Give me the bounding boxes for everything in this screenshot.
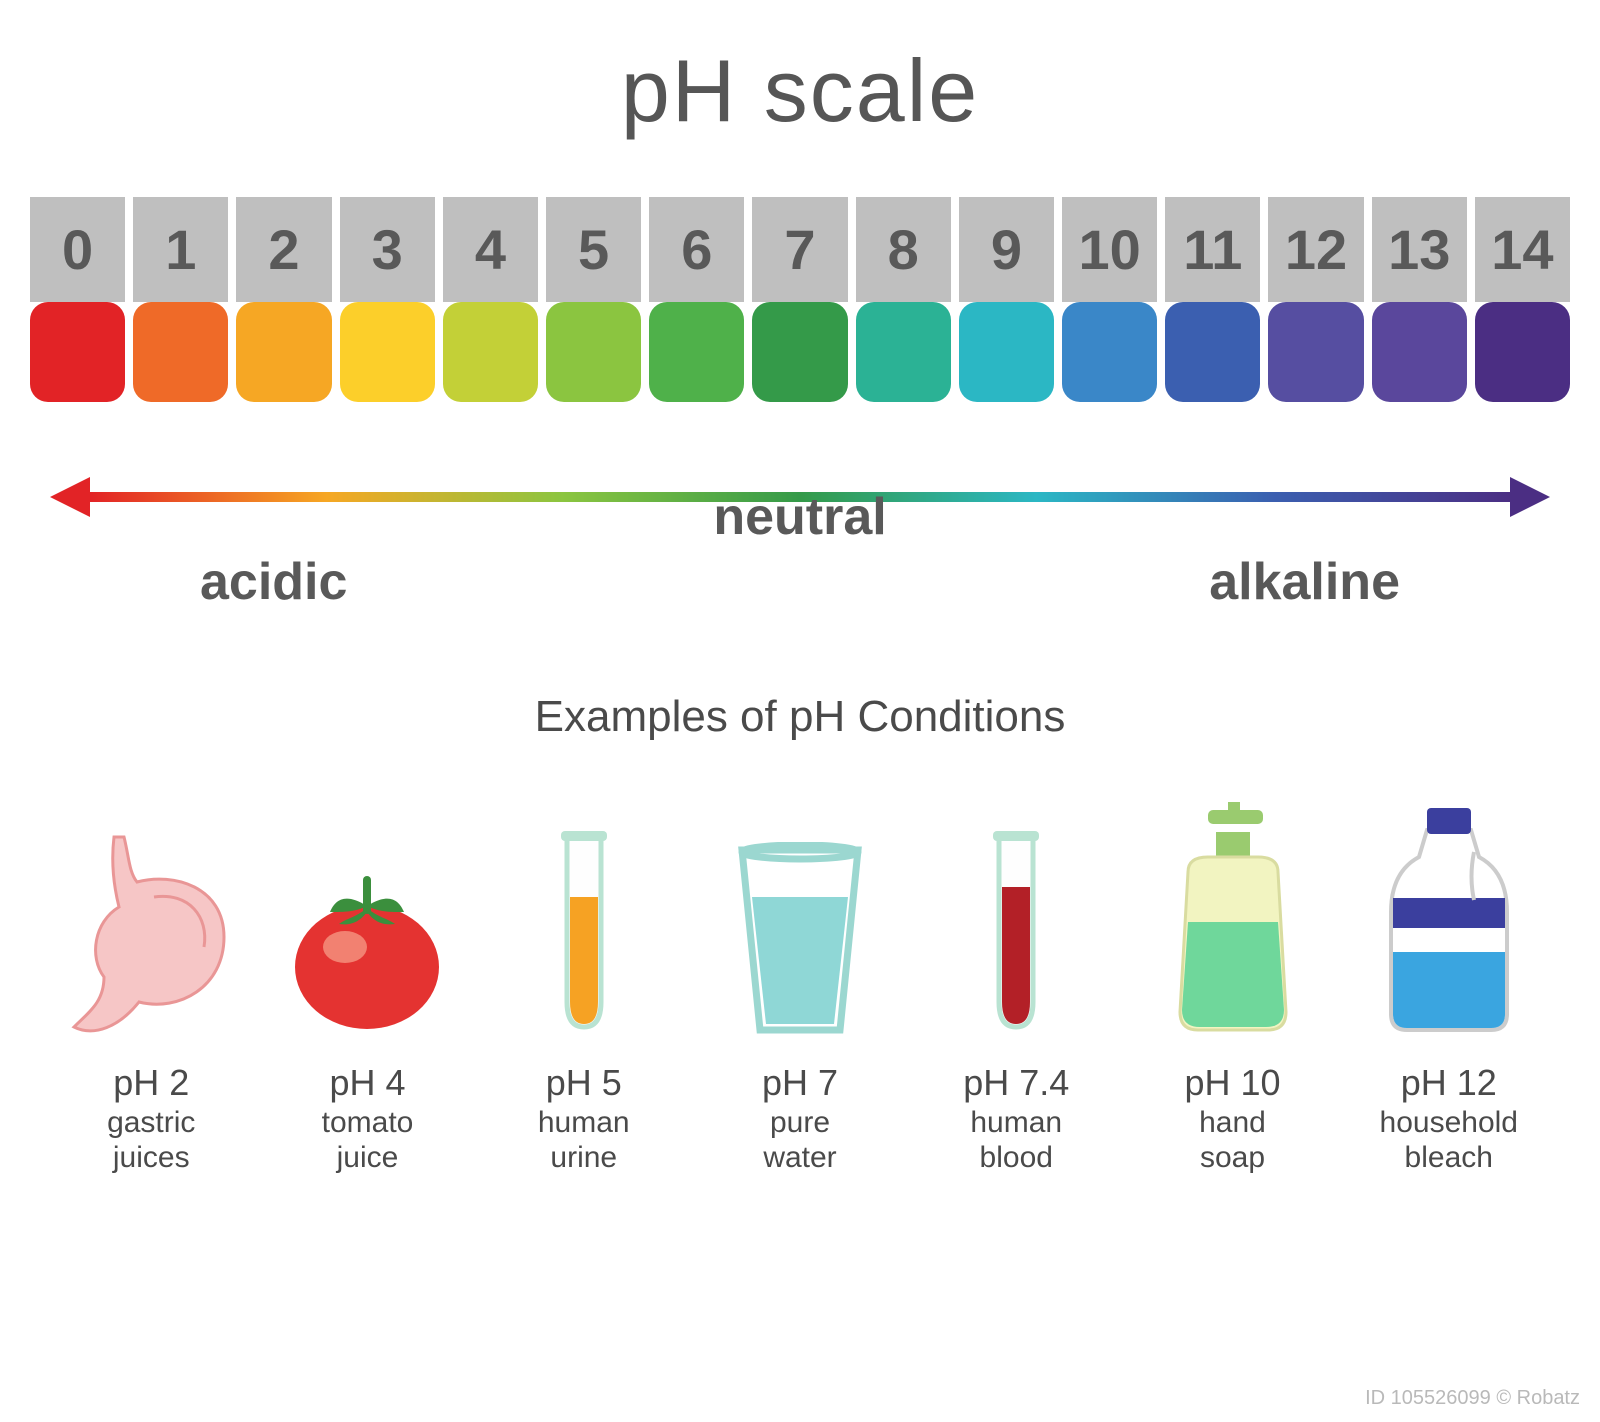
label-alkaline: alkaline — [1209, 552, 1400, 612]
page-title: pH scale — [0, 40, 1600, 142]
scale-swatch — [340, 302, 435, 402]
scale-number: 5 — [546, 197, 641, 302]
scale-number: 10 — [1062, 197, 1157, 302]
tube-orange-icon — [489, 827, 679, 1037]
example-name: hand soap — [1138, 1106, 1328, 1175]
example-ph: pH 7 — [705, 1062, 895, 1104]
example-label: pH 10hand soap — [1138, 1062, 1328, 1175]
scale-cell: 11 — [1165, 197, 1260, 402]
scale-cell: 1 — [133, 197, 228, 402]
scale-swatch — [1165, 302, 1260, 402]
scale-number: 12 — [1268, 197, 1363, 302]
scale-swatch — [752, 302, 847, 402]
scale-cell: 5 — [546, 197, 641, 402]
example-ph: pH 10 — [1138, 1062, 1328, 1104]
scale-cell: 12 — [1268, 197, 1363, 402]
example-label: pH 7.4human blood — [921, 1062, 1111, 1175]
scale-number: 11 — [1165, 197, 1260, 302]
scale-number: 6 — [649, 197, 744, 302]
example-name: human blood — [921, 1106, 1111, 1175]
soap-icon — [1138, 802, 1328, 1037]
scale-swatch — [856, 302, 951, 402]
example-name: household bleach — [1354, 1106, 1544, 1175]
example-label: pH 2gastric juices — [56, 1062, 246, 1175]
example-name: tomato juice — [273, 1106, 463, 1175]
scale-swatch — [1372, 302, 1467, 402]
scale-swatch — [1062, 302, 1157, 402]
scale-swatch — [133, 302, 228, 402]
example-label: pH 12household bleach — [1354, 1062, 1544, 1175]
example-label: pH 4tomato juice — [273, 1062, 463, 1175]
tube-red-icon — [921, 827, 1111, 1037]
scale-swatch — [546, 302, 641, 402]
examples-title: Examples of pH Conditions — [0, 692, 1600, 742]
scale-cell: 7 — [752, 197, 847, 402]
example-ph: pH 7.4 — [921, 1062, 1111, 1104]
scale-cell: 4 — [443, 197, 538, 402]
scale-number: 2 — [236, 197, 331, 302]
scale-cell: 8 — [856, 197, 951, 402]
scale-number: 14 — [1475, 197, 1570, 302]
example-name: gastric juices — [56, 1106, 246, 1175]
scale-swatch — [649, 302, 744, 402]
scale-cell: 10 — [1062, 197, 1157, 402]
scale-number: 3 — [340, 197, 435, 302]
example-ph: pH 12 — [1354, 1062, 1544, 1104]
scale-number: 13 — [1372, 197, 1467, 302]
example-ph: pH 2 — [56, 1062, 246, 1104]
scale-cell: 0 — [30, 197, 125, 402]
examples-labels-row: pH 2gastric juicespH 4tomato juicepH 5hu… — [30, 1062, 1570, 1175]
scale-number: 0 — [30, 197, 125, 302]
example-label: pH 5human urine — [489, 1062, 679, 1175]
example-name: pure water — [705, 1106, 895, 1175]
example-name: human urine — [489, 1106, 679, 1175]
scale-swatch — [959, 302, 1054, 402]
arrow-labels: neutral acidic alkaline — [50, 532, 1550, 602]
ph-scale-strip: 01234567891011121314 — [30, 197, 1570, 402]
scale-number: 8 — [856, 197, 951, 302]
scale-swatch — [30, 302, 125, 402]
scale-number: 1 — [133, 197, 228, 302]
scale-number: 4 — [443, 197, 538, 302]
scale-swatch — [443, 302, 538, 402]
example-ph: pH 5 — [489, 1062, 679, 1104]
scale-swatch — [1475, 302, 1570, 402]
scale-number: 7 — [752, 197, 847, 302]
watermark-text: ID 105526099 © Robatz — [1365, 1387, 1580, 1410]
scale-cell: 6 — [649, 197, 744, 402]
example-label: pH 7pure water — [705, 1062, 895, 1175]
scale-cell: 3 — [340, 197, 435, 402]
bleach-icon — [1354, 802, 1544, 1037]
scale-swatch — [1268, 302, 1363, 402]
scale-cell: 2 — [236, 197, 331, 402]
scale-cell: 13 — [1372, 197, 1467, 402]
label-acidic: acidic — [200, 552, 347, 612]
scale-cell: 9 — [959, 197, 1054, 402]
label-neutral: neutral — [713, 487, 886, 547]
examples-icons-row — [30, 777, 1570, 1037]
scale-number: 9 — [959, 197, 1054, 302]
scale-cell: 14 — [1475, 197, 1570, 402]
example-ph: pH 4 — [273, 1062, 463, 1104]
stomach-icon — [56, 827, 246, 1037]
glass-icon — [705, 842, 895, 1037]
scale-swatch — [236, 302, 331, 402]
tomato-icon — [273, 872, 463, 1037]
